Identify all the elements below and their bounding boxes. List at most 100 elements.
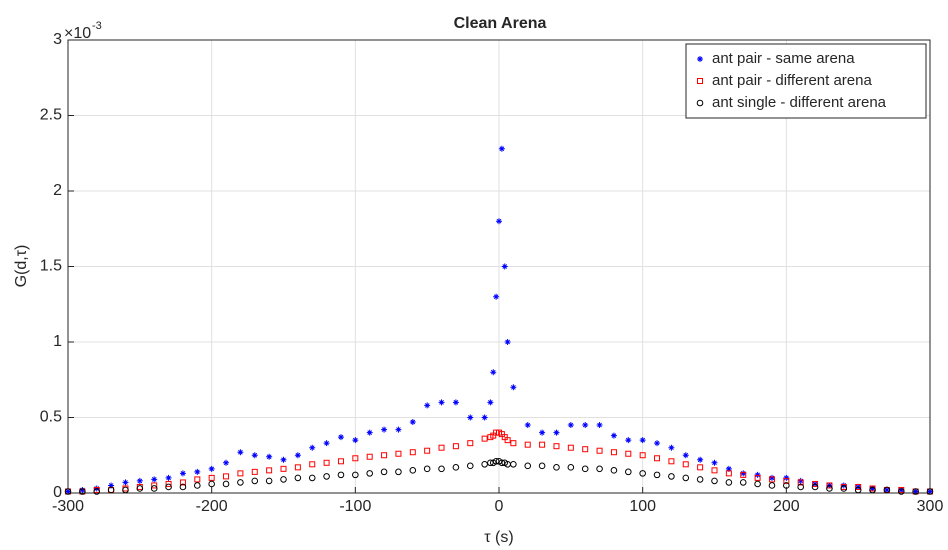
marker [696,99,704,107]
marker [696,476,704,483]
y-tick-label: 1.5 [40,258,62,275]
marker [826,482,833,489]
marker [337,458,344,465]
marker [711,459,718,466]
marker [927,488,933,495]
marker [496,218,502,225]
marker [869,485,876,492]
marker [625,450,632,457]
marker [237,470,244,477]
y-tick-label: 1 [53,333,62,350]
y-axis-label: G(d,τ) [13,245,30,288]
marker [697,78,703,84]
marker [711,477,718,485]
marker [610,432,617,439]
marker [150,485,158,492]
marker [826,485,833,492]
marker [179,483,187,491]
marker [265,477,273,485]
marker [596,465,603,473]
marker [697,56,703,62]
marker [280,465,287,472]
marker [194,482,201,489]
y-tick-label: 3 [53,31,62,48]
marker [93,488,101,495]
marker [208,465,215,472]
marker [898,486,905,493]
marker [337,471,345,479]
marker [467,414,474,421]
marker [668,458,675,465]
marker [266,467,273,474]
marker [208,474,215,481]
marker [452,464,460,471]
marker [165,480,172,487]
marker [682,452,689,459]
legend-label: ant single - different arena [712,94,887,111]
marker [452,399,459,406]
marker [524,462,532,470]
marker [280,456,287,463]
marker [553,429,560,436]
marker [395,426,402,433]
legend-box [685,43,927,119]
marker [739,479,747,486]
marker [539,441,546,448]
marker [883,486,890,493]
marker [797,477,804,484]
marker [452,443,459,450]
marker [926,488,934,495]
marker [582,422,589,429]
marker [136,477,143,484]
marker [323,459,330,466]
marker [381,426,388,433]
marker [883,486,891,494]
marker [352,471,359,479]
marker [854,486,862,494]
marker [251,468,258,475]
marker [682,461,689,468]
marker [266,453,273,460]
marker [567,464,575,471]
marker [151,482,158,489]
marker [740,471,747,478]
marker [366,470,374,477]
marker [797,479,804,486]
marker [424,402,431,409]
marker [498,145,505,152]
marker [438,465,445,473]
y-tick-label: 0 [53,484,62,501]
marker [654,440,661,447]
marker [481,435,488,442]
marker [855,483,862,490]
marker [251,452,258,459]
marker [697,464,704,471]
marker [639,452,646,459]
y-tick-label: 2 [53,182,62,199]
legend-label: ant pair - same arena [712,50,855,67]
marker [553,464,560,471]
x-tick-label: 0 [495,498,504,515]
x-tick-label: 200 [773,498,800,515]
marker [510,440,517,447]
marker [654,455,661,462]
marker [481,461,488,468]
marker [409,419,416,426]
marker [797,483,805,491]
marker [539,429,546,436]
marker [165,474,172,481]
x-tick-label: -100 [339,498,371,515]
marker [812,480,819,487]
marker [208,480,215,488]
legend-label: ant pair - different arena [712,72,872,89]
marker [294,452,301,459]
marker [682,474,690,482]
marker [79,488,86,495]
marker [697,456,704,463]
marker [498,459,506,467]
marker [912,488,919,495]
marker [783,477,790,484]
marker [323,440,330,447]
marker [510,384,517,391]
marker [194,476,201,483]
